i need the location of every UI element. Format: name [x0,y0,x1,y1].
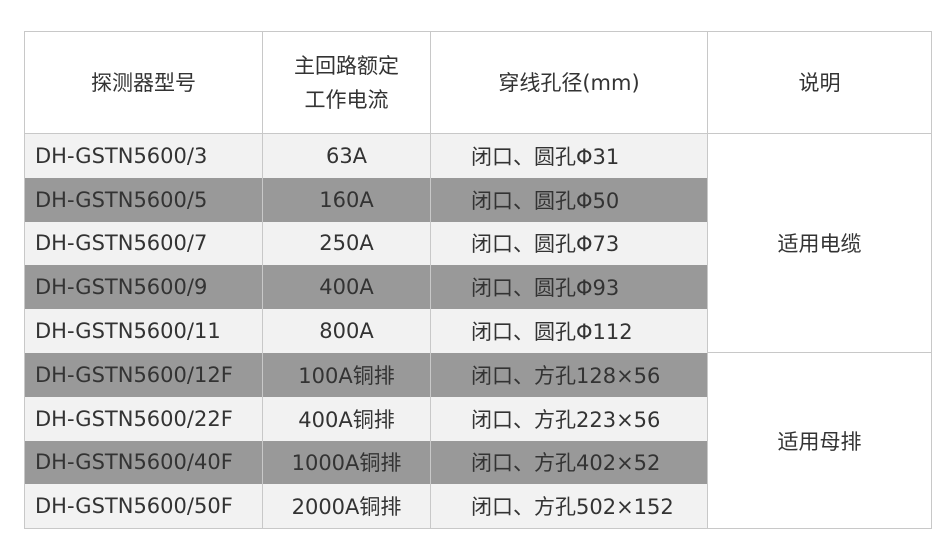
hole-cell: 闭口、方孔402×52 [430,440,708,485]
model-cell: DH-GSTN5600/7 [24,221,263,266]
model-cell: DH-GSTN5600/40F [24,440,263,485]
current-cell: 160A [262,177,431,222]
hole-cell: 闭口、圆孔Φ50 [430,177,708,222]
header-current: 主回路额定 工作电流 [262,31,431,134]
current-cell: 1000A铜排 [262,440,431,485]
current-cell: 2000A铜排 [262,484,431,530]
header-model: 探测器型号 [24,31,263,134]
table-row: DH-GSTN5600/3 63A 闭口、圆孔Φ31 适用电缆 [24,132,932,354]
header-hole: 穿线孔径(mm) [430,31,708,134]
note-busbar: 适用母排 [707,352,932,530]
current-cell: 63A [262,133,431,178]
current-cell: 100A铜排 [262,352,431,397]
hole-cell: 闭口、圆孔Φ31 [430,133,708,178]
table-row: DH-GSTN5600/5 160A 闭口、圆孔Φ50 [24,177,932,222]
table-row: DH-GSTN5600/7 250A 闭口、圆孔Φ73 [24,221,932,266]
table-row: DH-GSTN5600/12F 100A铜排 闭口、方孔128×56 适用母排 [24,352,932,530]
hole-cell: 闭口、方孔223×56 [430,396,708,441]
current-cell: 400A铜排 [262,396,431,441]
model-cell: DH-GSTN5600/9 [24,265,263,310]
table-row: DH-GSTN5600/22F 400A铜排 闭口、方孔223×56 [24,396,932,441]
table-row: DH-GSTN5600/50F 2000A铜排 闭口、方孔502×152 [24,484,932,530]
header-row: 探测器型号 主回路额定工作电流 穿线孔径(mm) 说明 [24,31,932,134]
table-row: DH-GSTN5600/11 800A 闭口、圆孔Φ112 [24,309,932,353]
hole-cell: 闭口、方孔502×152 [430,484,708,530]
current-cell: 400A [262,265,431,310]
model-cell: DH-GSTN5600/5 [24,177,263,222]
table-row: DH-GSTN5600/40F 1000A铜排 闭口、方孔402×52 [24,440,932,485]
spec-table: 探测器型号 主回路额定工作电流 穿线孔径(mm) 说明 DH-GSTN5600/… [24,31,932,530]
hole-cell: 闭口、圆孔Φ93 [430,265,708,310]
table-row: DH-GSTN5600/9 400A 闭口、圆孔Φ93 [24,265,932,310]
model-cell: DH-GSTN5600/50F [24,484,263,530]
model-cell: DH-GSTN5600/22F [24,396,263,441]
model-cell: DH-GSTN5600/12F [24,352,263,397]
current-cell: 800A [262,309,431,353]
header-current-line2: 工作电流 [304,87,389,112]
model-cell: DH-GSTN5600/11 [24,309,263,353]
model-cell: DH-GSTN5600/3 [24,133,263,178]
hole-cell: 闭口、圆孔Φ73 [430,221,708,266]
header-note: 说明 [707,31,932,134]
header-current-line1: 主回路额定 [294,53,399,78]
hole-cell: 闭口、圆孔Φ112 [430,309,708,353]
current-cell: 250A [262,221,431,266]
hole-cell: 闭口、方孔128×56 [430,352,708,397]
note-cable: 适用电缆 [707,132,932,354]
